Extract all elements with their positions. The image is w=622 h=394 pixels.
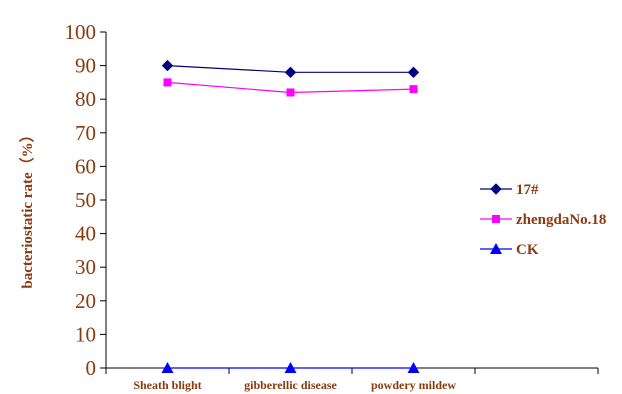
data-point <box>407 362 420 373</box>
data-point <box>161 59 174 72</box>
legend: 17# zhengdaNo.18 CK <box>480 182 606 258</box>
y-tick-label: 50 <box>75 188 96 212</box>
data-point <box>284 66 297 79</box>
plot-area: 0 10 20 30 40 50 60 70 80 90 100 Sheath blight gibb… <box>65 20 599 392</box>
data-point <box>286 88 295 97</box>
data-point <box>284 362 297 373</box>
data-point <box>407 66 420 79</box>
x-category-label: powdery mildew <box>371 378 456 392</box>
y-tick-label: 60 <box>75 154 96 178</box>
y-tick-label: 80 <box>75 87 96 111</box>
legend-marker <box>492 215 500 223</box>
x-category-label: gibberellic disease <box>244 378 337 392</box>
data-point <box>161 362 174 373</box>
y-tick-label: 20 <box>75 289 96 313</box>
y-tick-label: 30 <box>75 255 96 279</box>
legend-label: zhengdaNo.18 <box>516 212 606 228</box>
y-tick-label: 0 <box>86 356 97 380</box>
legend-marker <box>490 183 502 195</box>
x-category-label: Sheath blight <box>133 378 201 392</box>
y-tick-label: 90 <box>75 54 96 78</box>
y-tick-label: 70 <box>75 121 96 145</box>
legend-label: CK <box>516 242 539 258</box>
data-point <box>163 78 172 87</box>
y-tick-label: 40 <box>75 222 96 246</box>
series-group <box>161 59 420 373</box>
legend-marker <box>490 243 502 254</box>
x-ticks: Sheath blight gibberellic disease powdery … <box>105 368 599 392</box>
y-ticks: 0 10 20 30 40 50 60 70 80 90 100 <box>65 20 106 380</box>
y-tick-label: 10 <box>75 322 96 346</box>
y-axis-label: bacteriostatic rate（%） <box>18 127 36 288</box>
legend-label: 17# <box>516 182 539 198</box>
data-point <box>409 85 418 94</box>
y-tick-label: 100 <box>65 20 97 44</box>
